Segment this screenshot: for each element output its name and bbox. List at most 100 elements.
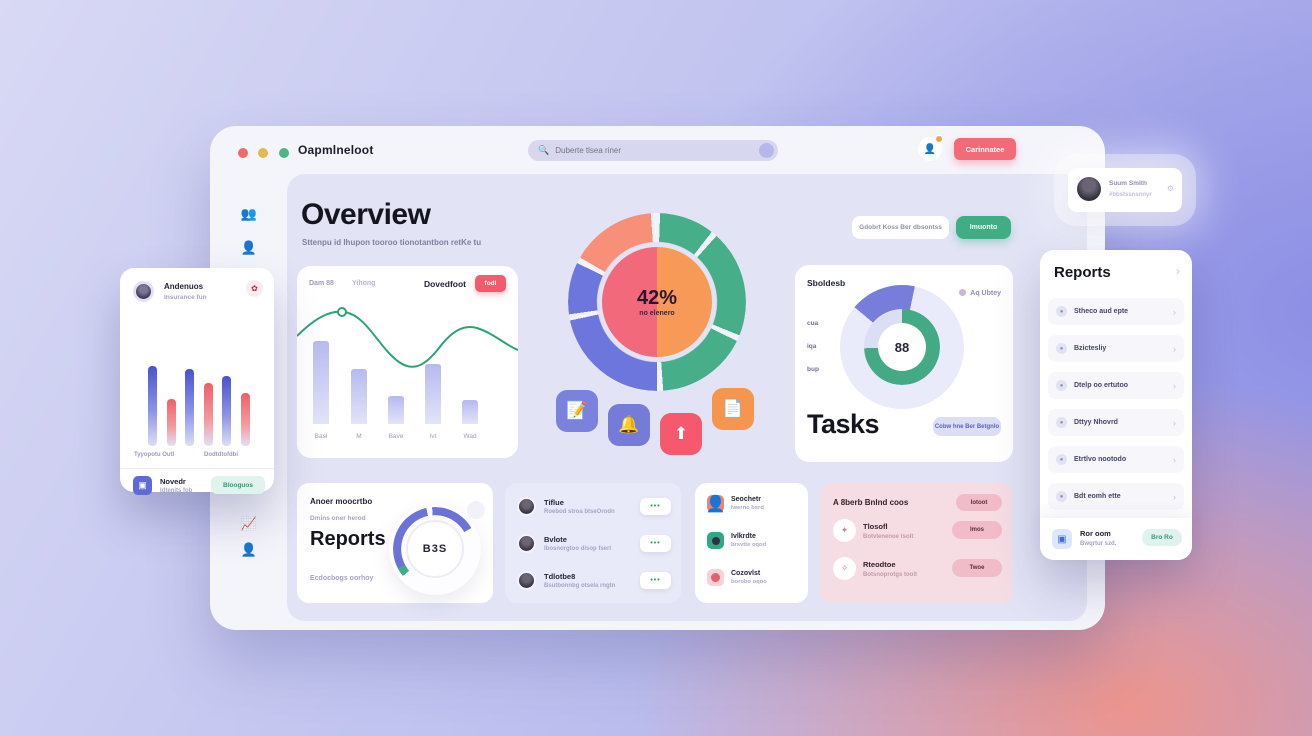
report-item[interactable]: ● Dttyy Nhovrd › [1048, 409, 1184, 436]
gauge-value: B3S [406, 520, 464, 578]
minimize-window-button[interactable] [258, 148, 269, 158]
alerts-header-button[interactable]: Iotoot [956, 494, 1002, 511]
alert-desc: Botvlenenoe tsolt [863, 534, 914, 540]
member-name: Bvlote [544, 534, 567, 544]
upload-app-icon[interactable]: ⬆ [660, 413, 702, 455]
bar-red [166, 399, 176, 446]
tasks-donut-value: 88 [878, 323, 926, 371]
donut-caption: no elenero [639, 310, 675, 317]
report-item-label: Dttyy Nhovrd [1074, 419, 1118, 426]
stats-footer-name: Novedr [160, 477, 186, 486]
trend-x-label: lvt [429, 433, 437, 440]
alert-name: Rteodtoe [863, 560, 896, 569]
list-item[interactable]: Bvlote Ibosnorgtoo dlsop fserl ••• [517, 530, 671, 556]
list-item[interactable]: Cozovlst borobo oqoo [707, 569, 767, 586]
report-item-label: Bdt eomh ette [1074, 493, 1121, 500]
contact-desc: borobo oqoo [731, 579, 767, 585]
trend-bar [425, 364, 441, 424]
sidebar-stats-icon[interactable]: 📈 [240, 516, 258, 531]
bar-red [203, 383, 213, 446]
contact-name: Seochetr [731, 496, 761, 503]
search-bar[interactable]: 🔍 [528, 140, 778, 161]
member-avatar [517, 496, 536, 516]
chevron-right-icon[interactable]: › [1176, 264, 1180, 278]
reports-footer-button[interactable]: Bro Ro [1142, 529, 1182, 546]
search-icon: 🔍 [538, 145, 550, 155]
profile-floating-card[interactable]: Suum Smith #bbstssnsnnyr ⚙ [1068, 168, 1182, 212]
traffic-lights [238, 145, 295, 163]
member-name: Tiflue [544, 497, 564, 507]
report-item-label: Stheco aud epte [1074, 308, 1129, 315]
user-avatar[interactable]: 👤 [918, 135, 943, 161]
reports-footer-desc: Bwqrtur szd. [1080, 541, 1117, 547]
reports-note: Dmins oner herod [310, 515, 366, 522]
stats-footer-button[interactable]: Blooguos [211, 476, 265, 494]
member-more-button[interactable]: ••• [640, 497, 671, 515]
tasks-header: Sboldesb [807, 278, 846, 288]
member-more-button[interactable]: ••• [640, 534, 671, 552]
chevron-right-icon: › [1173, 454, 1176, 465]
chevron-right-icon: › [1173, 343, 1176, 354]
search-action-button[interactable] [759, 143, 774, 158]
alert-action-button[interactable]: Twoe [952, 559, 1002, 577]
trend-x-label: M [356, 433, 362, 440]
trend-tab-b[interactable]: Yihong [352, 280, 376, 287]
sidebar-user-icon[interactable]: 👤 [240, 240, 258, 255]
tasks-title: Tasks [807, 409, 880, 439]
profile-avatar [1077, 177, 1101, 201]
overview-secondary-button[interactable]: Gdobrt Koss Ber dbsontss [852, 216, 949, 239]
list-item[interactable]: 👤 Seochetr Iwerno bsrd [706, 495, 764, 513]
report-item-icon: ● [1056, 417, 1067, 428]
reports-eyebrow: Anoer moocrtbo [310, 497, 373, 506]
sidebar-profile-icon[interactable]: 👤 [240, 542, 258, 557]
report-item-icon: ● [1056, 343, 1067, 354]
bar-blue [222, 376, 232, 446]
account-button[interactable]: Carinnatee [954, 138, 1016, 160]
contact-icon-green [707, 532, 724, 549]
trend-tab-a[interactable]: Dam 88 [309, 280, 334, 287]
search-input[interactable] [555, 146, 759, 155]
list-item[interactable]: Tiflue Roebod stroa btseOrodn ••• [517, 493, 671, 519]
page-title: Overview [301, 198, 431, 231]
stats-avatar [133, 281, 154, 302]
list-item[interactable]: Tdlotbe8 Bsutbonnbg otsela rngtn ••• [517, 567, 671, 593]
gear-icon[interactable]: ⚙ [1166, 184, 1174, 193]
trend-bar [388, 396, 404, 424]
trend-bar [462, 400, 478, 424]
stats-alert-badge-icon[interactable]: ✿ [246, 280, 263, 297]
trend-action-button[interactable]: fodl [475, 275, 506, 292]
contact-desc: brsvtte oqod [731, 542, 767, 548]
tasks-action-button[interactable]: Cobw hne Ber Betgnlo [933, 417, 1001, 436]
bar-blue [185, 369, 195, 446]
member-name: Tdlotbe8 [544, 571, 576, 581]
sidebar-team-icon[interactable]: 👥 [240, 206, 258, 221]
report-item[interactable]: ● Stheco aud epte › [1048, 298, 1184, 325]
member-more-button[interactable]: ••• [640, 571, 671, 589]
report-item[interactable]: ● Etrtlvo nootodo › [1048, 446, 1184, 473]
report-item[interactable]: ● Bdt eomh ette › [1048, 483, 1184, 510]
member-desc: Roebod stroa btseOrodn [544, 508, 615, 515]
close-window-button[interactable] [238, 148, 248, 158]
bar-blue [148, 366, 157, 446]
reports-footnote: Ecdocbogs oorhoy [310, 575, 374, 582]
report-app-icon[interactable]: 📄 [712, 388, 754, 430]
trend-bar [313, 341, 329, 424]
stats-label-right: Dodtdtofdbi [204, 452, 238, 458]
report-item[interactable]: ● Bzictesliy › [1048, 335, 1184, 362]
alert-icon: ✦ [833, 519, 856, 542]
report-item[interactable]: ● Dtelp oo ertutoo › [1048, 372, 1184, 399]
report-item-label: Dtelp oo ertutoo [1074, 382, 1129, 389]
maximize-window-button[interactable] [278, 148, 289, 158]
list-item[interactable]: Ivlkrdte brsvtte oqod [707, 532, 766, 549]
report-item-icon: ● [1056, 491, 1067, 502]
titlebar: Oapmlneloot 🔍 👤 Carinnatee [210, 126, 1105, 174]
bell-app-icon[interactable]: 🔔 [608, 404, 650, 446]
tasks-y-label: iqa [807, 343, 817, 350]
report-item-label: Bzictesliy [1074, 345, 1107, 352]
gauge-chart: B3S [389, 501, 485, 595]
overview-donut-chart: 42% no elenero [568, 213, 746, 391]
document-chart-app-icon[interactable]: 📝 [556, 390, 598, 432]
overview-primary-button[interactable]: Imuonto [956, 216, 1011, 239]
alert-action-button[interactable]: Imos [952, 521, 1002, 539]
member-desc: Bsutbonnbg otsela rngtn [544, 582, 616, 589]
